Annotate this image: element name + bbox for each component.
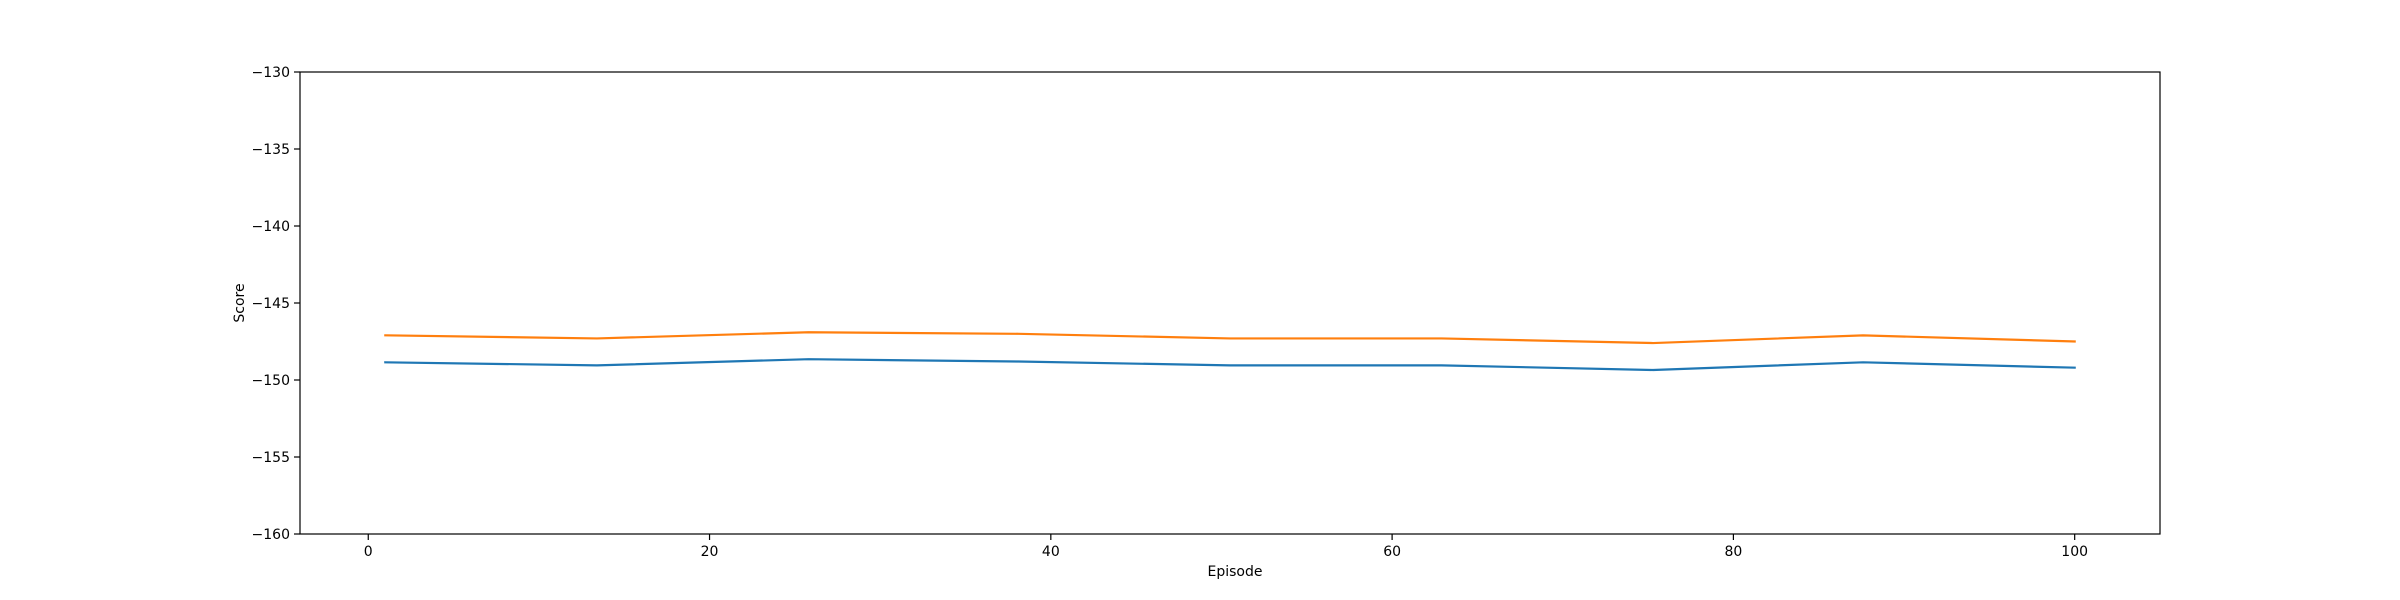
y-tick-label: −155 [252,450,290,466]
y-tick-label: −140 [252,219,290,235]
x-tick-label: 100 [2061,544,2088,560]
y-axis-label: Score [232,283,248,322]
series-line-2 [384,331,2076,345]
axes-layer: 0 20 40 60 80 100 −160 −155 −150 −145 −140 −135 −130 [252,65,2161,560]
x-tick-label: 40 [1042,544,1060,560]
y-tick-label: −145 [252,296,290,312]
y-tick-label: −160 [252,527,290,543]
x-tick-label: 60 [1383,544,1401,560]
plot-frame [299,71,2161,535]
x-tick-label: 20 [701,544,719,560]
y-tick-label: −150 [252,373,290,389]
x-tick-label: 0 [364,544,373,560]
x-tick-label: 80 [1724,544,1742,560]
x-axis-label: Episode [1208,564,1263,580]
y-tick-label: −135 [252,142,290,158]
series-layer [384,331,2076,372]
series-line-1 [384,358,2076,372]
y-tick-label: −130 [252,65,290,81]
